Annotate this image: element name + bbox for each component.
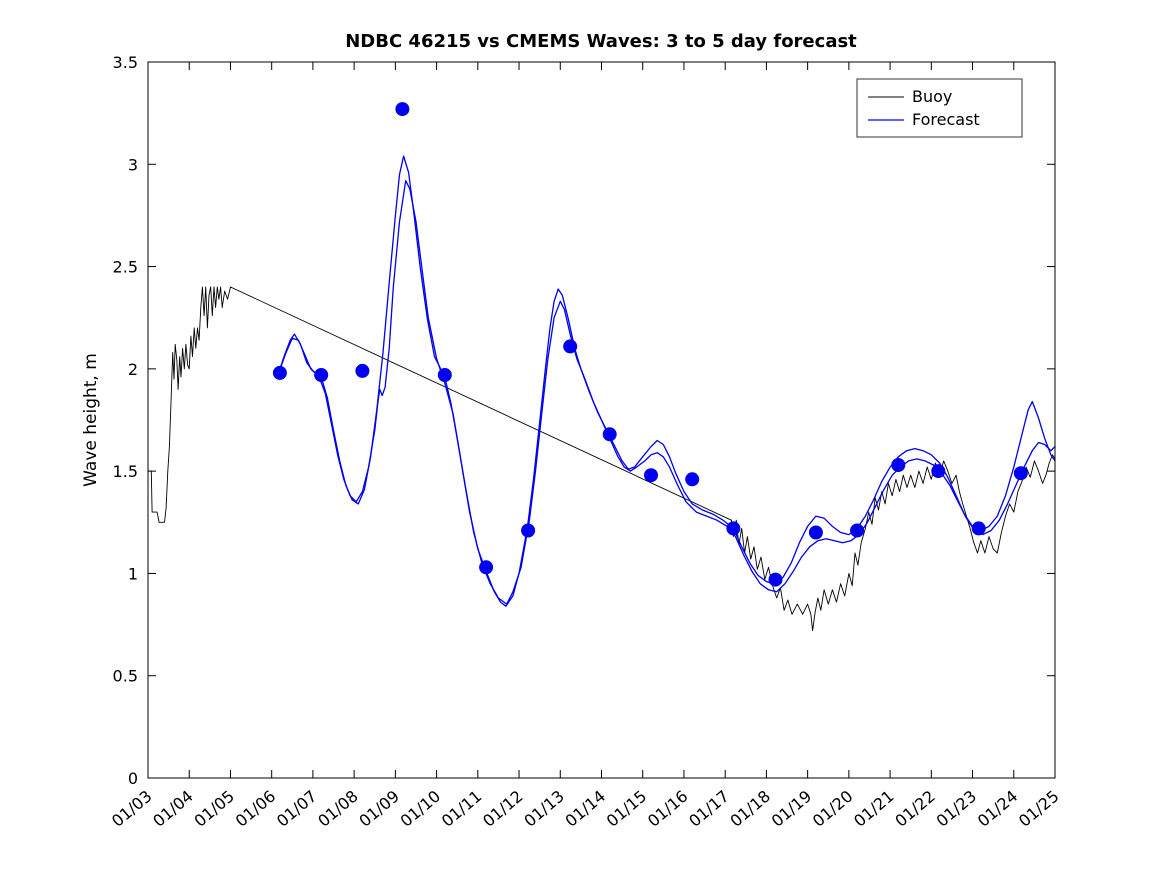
y-tick-label: 2 <box>128 360 138 379</box>
forecast-marker-01-13 <box>563 339 578 354</box>
legend-label-buoy: Buoy <box>912 87 952 106</box>
forecast-marker-01-07 <box>314 368 329 382</box>
forecast-marker-01-17 <box>726 521 741 536</box>
forecast-marker-01-15 <box>644 468 658 483</box>
forecast-marker-01-18 <box>768 572 783 587</box>
legend-label-forecast: Forecast <box>912 110 980 129</box>
y-tick-label: 2.5 <box>113 258 138 277</box>
forecast-marker-01-16 <box>685 472 700 487</box>
forecast-marker-01-11 <box>479 560 494 575</box>
y-tick-label: 0.5 <box>113 667 138 686</box>
y-tick-label: 0 <box>128 769 138 788</box>
forecast-marker-01-08 <box>355 363 370 378</box>
forecast-marker-01-24 <box>1013 466 1028 481</box>
forecast-marker-01-23 <box>971 521 986 536</box>
series-buoy <box>147 286 1056 632</box>
y-tick-label: 1 <box>128 564 138 583</box>
y-tick-label: 3.5 <box>113 53 138 72</box>
forecast-marker-01-12 <box>521 523 536 538</box>
y-tick-label: 3 <box>128 155 138 174</box>
forecast-marker-01-20 <box>850 523 865 538</box>
legend-box <box>856 78 1023 138</box>
chart-title: NDBC 46215 vs CMEMS Waves: 3 to 5 day fo… <box>345 31 857 52</box>
forecast-marker-01-10 <box>437 368 452 382</box>
data-series <box>147 155 1056 632</box>
forecast-marker-01-21 <box>891 458 906 472</box>
series-forecast-run-1 <box>277 155 1056 607</box>
forecast-marker-01-22 <box>931 464 946 479</box>
y-tick-label: 1.5 <box>113 462 138 481</box>
forecast-marker-01-09 <box>395 102 410 117</box>
forecast-markers <box>272 102 1028 587</box>
series-forecast-run-2 <box>277 180 1056 605</box>
forecast-marker-01-14 <box>602 427 617 442</box>
forecast-marker-01-19 <box>808 525 823 540</box>
forecast-marker-01-06 <box>272 365 287 380</box>
legend: Buoy Forecast <box>856 78 1023 138</box>
y-axis-label: Wave height, m <box>81 353 101 487</box>
